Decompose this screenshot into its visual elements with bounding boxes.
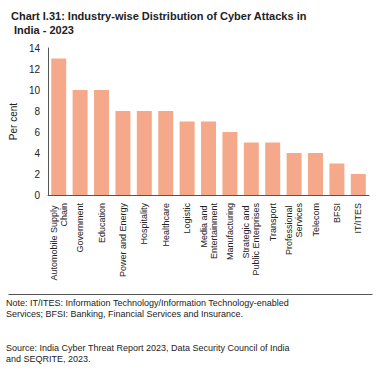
svg-text:Services; BFSI: Banking, Finan: Services; BFSI: Banking, Financial Servi… — [6, 309, 243, 319]
svg-text:Logistic: Logistic — [182, 203, 192, 234]
svg-text:Education: Education — [97, 203, 107, 243]
svg-text:Chart I.31: Industry-wise Dist: Chart I.31: Industry-wise Distribution o… — [11, 10, 307, 22]
svg-text:Healthcare: Healthcare — [161, 203, 171, 247]
svg-text:and SEQRITE, 2023.: and SEQRITE, 2023. — [6, 354, 91, 364]
svg-text:2: 2 — [34, 169, 40, 180]
svg-text:14: 14 — [29, 43, 41, 54]
svg-text:Transport: Transport — [268, 203, 278, 242]
svg-text:Automobile Supply: Automobile Supply — [49, 203, 59, 281]
svg-text:Power and Energy: Power and Energy — [118, 203, 128, 278]
svg-text:Professional: Professional — [284, 203, 294, 255]
svg-text:IT/ITES: IT/ITES — [353, 203, 363, 234]
svg-text:Hospitality: Hospitality — [139, 203, 149, 245]
svg-text:Manufacturing: Manufacturing — [225, 203, 235, 260]
svg-text:Strategic and: Strategic and — [241, 203, 251, 259]
svg-text:Services: Services — [294, 203, 304, 238]
svg-text:BFSI: BFSI — [332, 203, 342, 223]
svg-text:10: 10 — [29, 85, 41, 96]
svg-text:India - 2023: India - 2023 — [11, 24, 74, 36]
svg-text:Media and: Media and — [199, 203, 209, 248]
svg-text:Government: Government — [75, 203, 85, 253]
svg-text:12: 12 — [29, 64, 41, 75]
svg-text:Per cent: Per cent — [8, 103, 19, 140]
svg-text:Chain: Chain — [59, 203, 69, 227]
svg-text:Note: IT/ITES: Information Tec: Note: IT/ITES: Information Technology/In… — [6, 298, 291, 308]
svg-text:Source: India Cyber Threat Rep: Source: India Cyber Threat Report 2023, … — [6, 343, 292, 353]
svg-text:6: 6 — [34, 127, 40, 138]
svg-text:4: 4 — [34, 148, 40, 159]
svg-text:Public Enterprises: Public Enterprises — [251, 203, 261, 276]
svg-text:8: 8 — [34, 106, 40, 117]
svg-text:0: 0 — [34, 190, 40, 201]
svg-text:Entertainment: Entertainment — [209, 203, 219, 260]
svg-text:Telecom: Telecom — [311, 203, 321, 237]
